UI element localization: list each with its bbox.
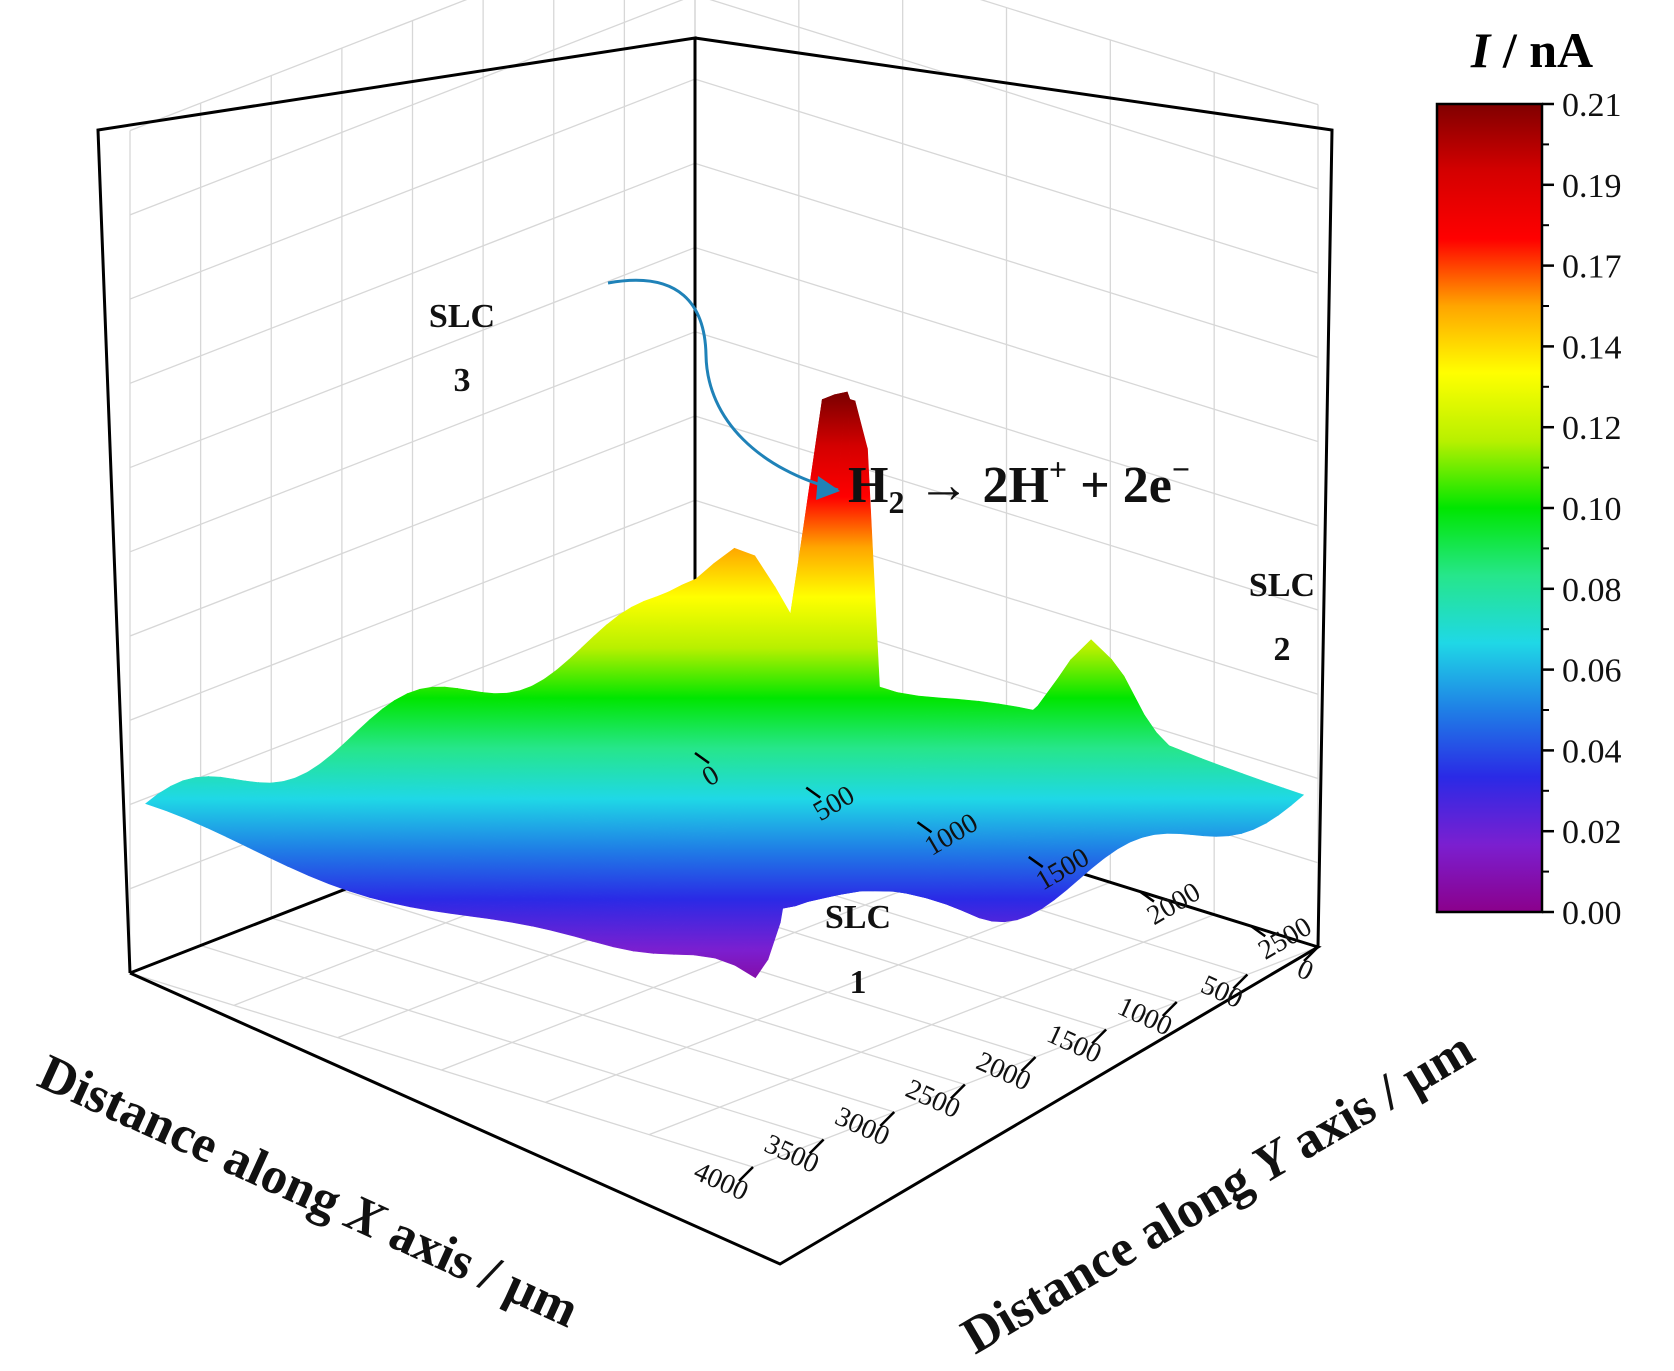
colorbar-tick-label: 0.04 (1562, 733, 1622, 770)
y-tick-mark (805, 786, 821, 799)
colorbar-tick-label: 0.12 (1562, 410, 1622, 447)
colorbar-gradient (1435, 102, 1544, 914)
wall-grid-line (979, 0, 1319, 106)
y-tick-mark (694, 751, 710, 765)
surface-patch (734, 944, 769, 979)
reaction-arrowhead (816, 476, 840, 500)
colorbar-tick-label: 0.19 (1562, 168, 1622, 205)
y-tick-mark (916, 821, 933, 834)
colorbar-tick-label: 0.17 (1562, 249, 1622, 286)
slc-2-number: 2 (1274, 631, 1291, 668)
x-axis-title: Distance along X axis / µm (30, 1044, 587, 1339)
y-tick-mark (1028, 855, 1044, 868)
slc-3-number: 3 (454, 362, 471, 399)
x-tick-mark (1303, 946, 1319, 962)
slc-3-label: SLC (429, 298, 495, 335)
slc-2-label: SLC (1249, 567, 1315, 604)
surface-plot (145, 391, 1305, 979)
colorbar-tick-label: 0.02 (1562, 814, 1622, 851)
x-tick-mark (808, 1138, 825, 1155)
x-tick-mark (1161, 1001, 1178, 1017)
colorbar: I / nA 0.000.020.040.060.080.100.120.140… (1435, 22, 1622, 932)
y-tick-label: 2000 (1142, 876, 1206, 931)
colorbar-tick-label: 0.21 (1562, 87, 1622, 124)
colorbar-title: I / nA (1470, 22, 1593, 78)
x-tick-mark (1020, 1056, 1037, 1072)
colorbar-tick-label: 0.00 (1562, 895, 1622, 932)
colorbar-tick-label: 0.14 (1562, 329, 1622, 366)
colorbar-tick-label: 0.08 (1562, 572, 1622, 609)
reaction-equation: H2 → 2H+ + 2e− (848, 451, 1190, 520)
x-tick-mark (1091, 1028, 1108, 1045)
slc-1-number: 1 (850, 964, 867, 1001)
colorbar-ticks: 0.00 0.02 0.04 0.06 0.08 0.10 0.12 0.14 0.17 0.19… (1542, 87, 1622, 932)
x-tick-label: 500 (1196, 969, 1247, 1015)
x-tick-mark (738, 1166, 754, 1182)
back-right-wall-frame (694, 36, 1334, 948)
colorbar-tick-label: 0.10 (1562, 491, 1622, 528)
floor-grid-line (648, 914, 1215, 1136)
y-tick-mark (1139, 890, 1155, 903)
reaction-arrow-line (607, 278, 839, 492)
colorbar-tick-label: 0.06 (1562, 653, 1622, 690)
back-left-wall-frame (96, 36, 697, 974)
y-tick-mark (1250, 925, 1266, 938)
annotations: SLC 3 SLC 1 SLC 2 H2 → 2H+ + 2e− (429, 278, 1315, 1001)
slc-1-label: SLC (825, 899, 891, 936)
x-tick-mark (879, 1111, 896, 1127)
x-tick-mark (1232, 973, 1249, 990)
x-tick-mark (949, 1083, 966, 1100)
